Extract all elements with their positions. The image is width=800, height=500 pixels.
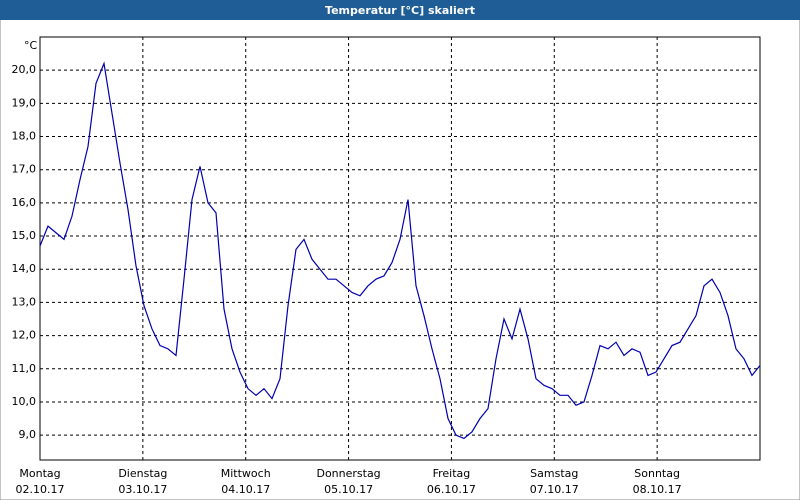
- x-tick-date: 07.10.17: [530, 483, 579, 496]
- y-tick-label: 13,0: [12, 295, 37, 308]
- y-tick-label: 18,0: [12, 130, 37, 143]
- y-tick-label: 16,0: [12, 196, 37, 209]
- x-tick-date: 05.10.17: [324, 483, 373, 496]
- x-tick-label: Samstag: [530, 467, 578, 480]
- plot-frame: [39, 36, 761, 461]
- x-tick-date: 06.10.17: [427, 483, 476, 496]
- x-tick-label: Sonntag: [634, 467, 680, 480]
- x-tick-label: Freitag: [433, 467, 471, 480]
- y-tick-label: 9,0: [19, 428, 37, 441]
- y-tick-label: 19,0: [12, 96, 37, 109]
- y-tick-label: 12,0: [12, 329, 37, 342]
- x-tick-label: Mittwoch: [221, 467, 271, 480]
- x-tick-date: 02.10.17: [16, 483, 65, 496]
- y-tick-label: 11,0: [12, 362, 37, 375]
- x-tick-label: Donnerstag: [316, 467, 380, 480]
- y-tick-label: 15,0: [12, 229, 37, 242]
- y-tick-label: 17,0: [12, 163, 37, 176]
- x-tick-date: 08.10.17: [633, 483, 682, 496]
- title-bar: [0, 0, 800, 20]
- chart-title: Temperatur [°C] skaliert: [325, 4, 475, 17]
- y-tick-label: 20,0: [12, 63, 37, 76]
- x-tick-label: Dienstag: [118, 467, 167, 480]
- x-tick-date: 03.10.17: [118, 483, 167, 496]
- y-tick-label: 14,0: [12, 262, 37, 275]
- x-tick-label: Montag: [19, 467, 60, 480]
- y-tick-label: 10,0: [12, 395, 37, 408]
- temperature-line: [39, 61, 761, 440]
- y-unit: °C: [24, 39, 38, 52]
- x-tick-date: 04.10.17: [221, 483, 270, 496]
